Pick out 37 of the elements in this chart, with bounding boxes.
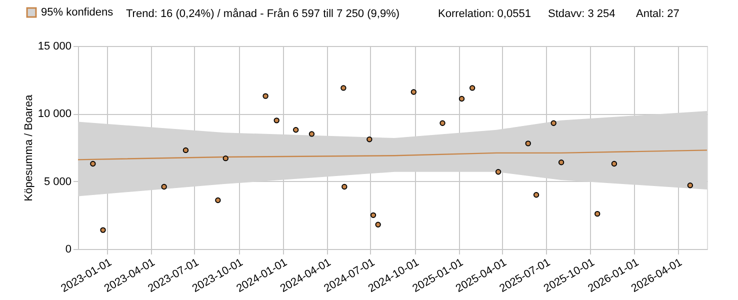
point (292, 127, 299, 133)
point (550, 120, 556, 126)
point (308, 131, 315, 137)
point (495, 169, 502, 175)
point (375, 222, 381, 228)
y-tick-label: 5 000 (44, 176, 72, 188)
point (469, 85, 476, 91)
point (100, 227, 106, 233)
legend-label: 95% konfidens (41, 6, 114, 18)
point (90, 160, 96, 167)
point (687, 182, 694, 188)
point (558, 160, 564, 166)
text: Korrelation: 0,0551 (438, 8, 531, 20)
point (215, 197, 221, 204)
y-axis-title: Köpesumma / Boarea (22, 94, 35, 202)
text: Antal: 27 (636, 8, 680, 20)
text: Trend: 16 (0,24%) / månad - Från 6 597 till 7 250 (9,9%) (126, 8, 400, 20)
point (222, 155, 228, 162)
point (342, 184, 348, 190)
point (262, 93, 268, 99)
point (410, 89, 417, 95)
point (366, 136, 372, 142)
point (458, 96, 465, 102)
point (611, 160, 618, 167)
point (274, 118, 280, 124)
y-tick-label: 10 000 (38, 108, 72, 120)
text: Stdavv: 3 254 (548, 8, 616, 20)
point (440, 120, 446, 126)
point (533, 192, 540, 198)
point (340, 85, 346, 91)
y-tick-label: 0 (65, 244, 72, 256)
point (525, 140, 531, 146)
y-tick-label: 15 000 (38, 40, 72, 52)
point (370, 212, 376, 218)
point (594, 210, 600, 217)
point (161, 184, 167, 190)
point (182, 147, 189, 154)
